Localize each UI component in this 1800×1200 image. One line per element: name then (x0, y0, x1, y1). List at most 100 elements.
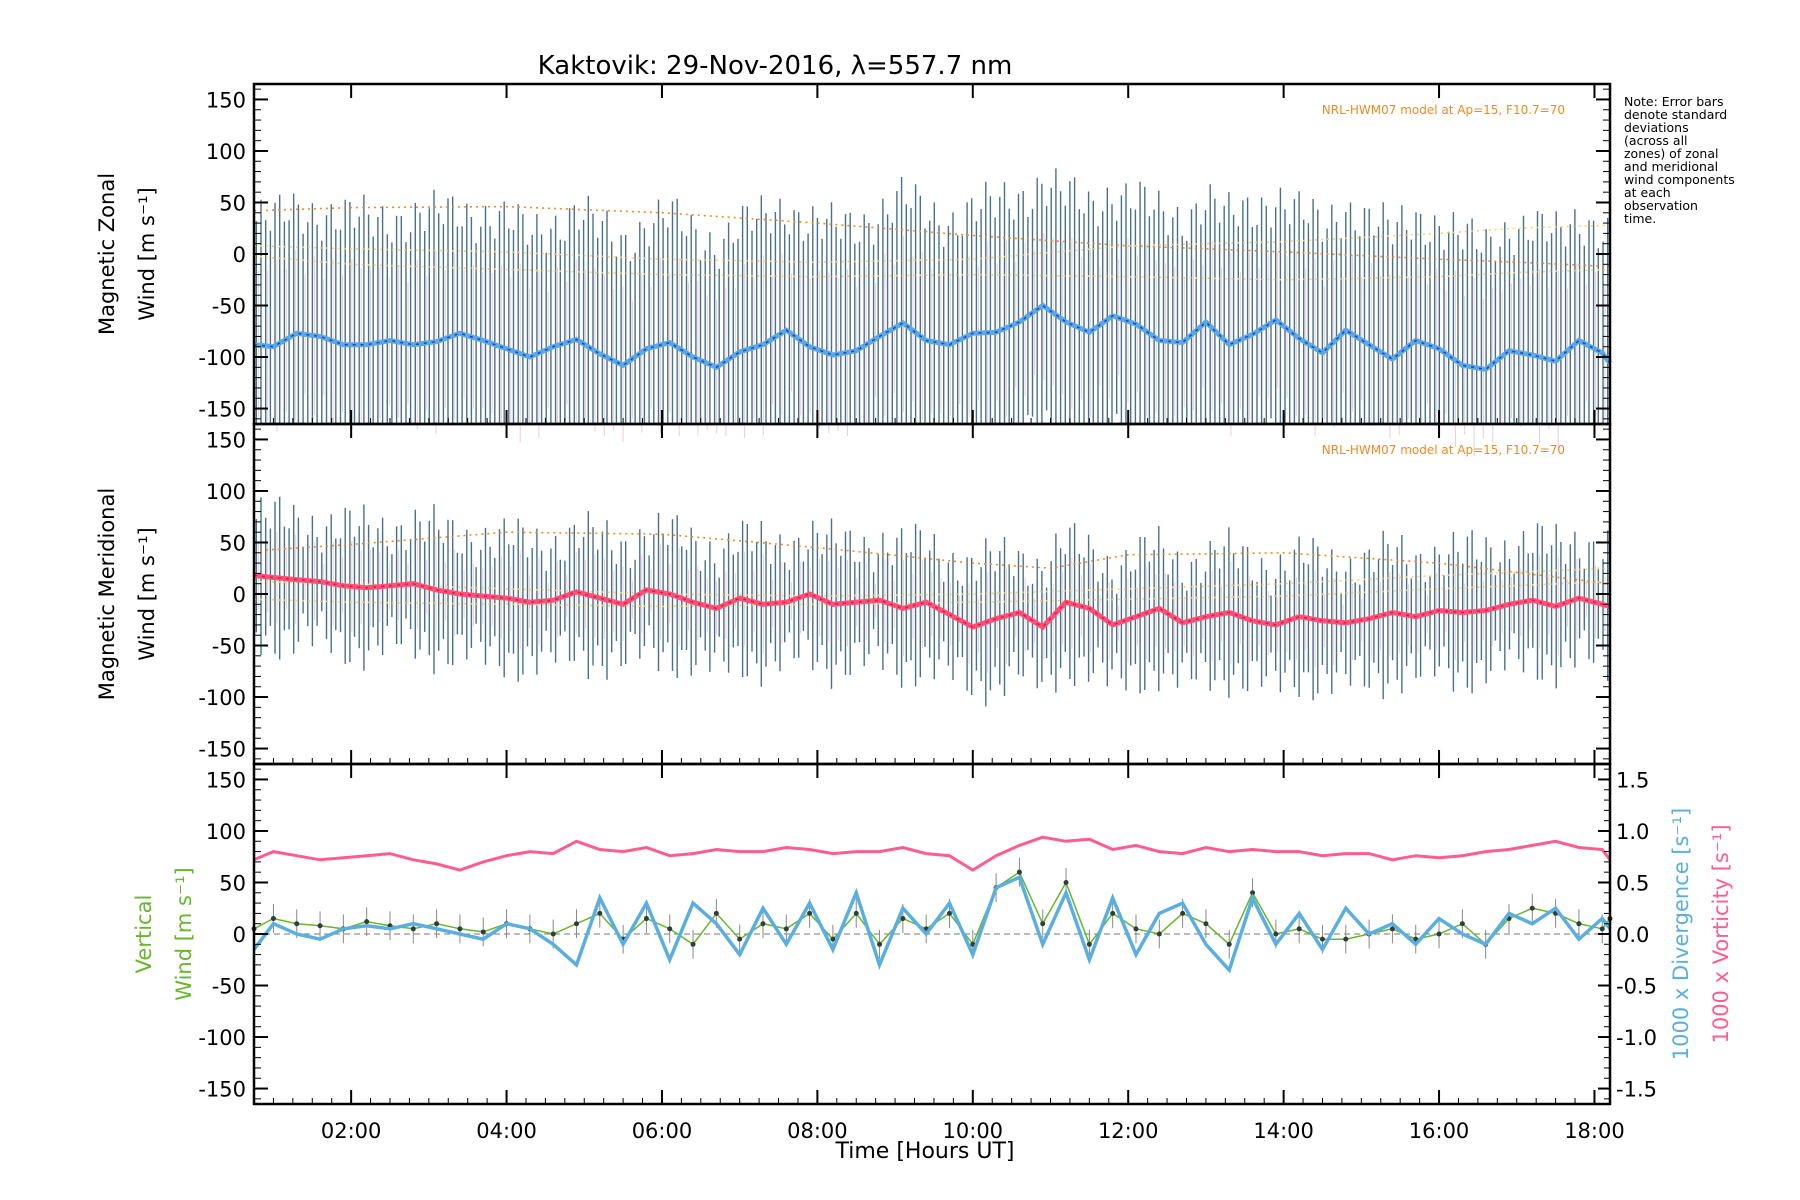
y-tick-label: -50 (212, 295, 246, 319)
note-line: at each (1624, 185, 1671, 200)
y-tick-label: 100 (206, 140, 246, 164)
panel-zonal: NRL-HWM07 model at Ap=15, F10.7=70 150 100… (95, 82, 1612, 457)
vertical-wind-point (550, 931, 556, 937)
y-tick-label: 150 (206, 428, 246, 452)
vertical-wind-point (946, 910, 952, 916)
x-tick-label: 10:00 (943, 1119, 1004, 1143)
y-tick-label: -150 (198, 1078, 246, 1102)
vertical-wind-point (713, 910, 719, 916)
divergence-axis-label: 1000 x Divergence [s⁻¹] (1669, 808, 1693, 1060)
note-line: time. (1624, 211, 1656, 226)
vertical-wind-point (573, 921, 579, 927)
y-axis-vertical: 150 100 50 0 -50 -100 -150 (198, 768, 268, 1102)
vertical-wind-point (737, 936, 743, 942)
x-tick-label: 12:00 (1098, 1119, 1159, 1143)
vertical-wind-point (1086, 941, 1092, 947)
model-curve (253, 205, 1611, 268)
vertical-wind-point (1319, 936, 1325, 942)
x-tick-label: 14:00 (1253, 1119, 1314, 1143)
vertical-wind-point (480, 929, 486, 935)
vertical-wind-point (1110, 910, 1116, 916)
vertical-wind-point (1436, 931, 1442, 937)
model-curve (253, 580, 1611, 608)
vertical-wind-point (877, 941, 883, 947)
panel-vertical: 1.5 1.0 0.5 0.0 -0.5 -1.0 -1.5 1000 x Divergenc… (132, 762, 1733, 1106)
note-line: Note: Error bars (1624, 94, 1723, 109)
vertical-wind-point (597, 910, 603, 916)
error-bars-meridional (255, 496, 1609, 707)
vertical-wind-point (1250, 890, 1256, 896)
right-tick-label: 1.5 (1616, 768, 1649, 792)
right-axis: 1.5 1.0 0.5 0.0 -0.5 -1.0 -1.5 1000 x Divergenc… (1598, 768, 1733, 1102)
vertical-wind-point (1203, 921, 1209, 927)
right-tick-label: 0.5 (1616, 871, 1649, 895)
y-tick-label: -50 (212, 975, 246, 999)
vertical-wind-point (1529, 905, 1535, 911)
y-tick-label: 100 (206, 820, 246, 844)
vertical-wind-point (690, 941, 696, 947)
note-line: and meridional (1624, 159, 1718, 174)
x-tick-label: 08:00 (787, 1119, 848, 1143)
vertical-wind-point (1180, 910, 1186, 916)
x-tick-label: 04:00 (476, 1119, 537, 1143)
x-tick-labels: 02:00 04:00 06:00 08:00 10:00 12:00 14:00 16:00… (321, 1119, 1625, 1143)
vertical-wind-point (970, 941, 976, 947)
vertical-wind-point (643, 916, 649, 922)
vertical-wind-point (1226, 941, 1232, 947)
y-tick-label: -100 (198, 686, 246, 710)
note-line: denote standard (1624, 107, 1727, 122)
vertical-wind-point (1459, 921, 1465, 927)
y-axis-label-line1: Vertical (132, 895, 156, 974)
mean-wind-line-core (253, 574, 1611, 628)
error-bars-zonal (255, 168, 1609, 457)
model-curve (253, 224, 1611, 264)
vertical-wind-point (900, 916, 906, 922)
vertical-wind-point (364, 919, 370, 925)
y-axis-label-line1: Magnetic Zonal (95, 173, 119, 335)
vertical-wind-point (1296, 926, 1302, 932)
vertical-wind-point (434, 921, 440, 927)
y-axis-label-line1: Magnetic Meridional (95, 488, 119, 700)
vertical-error-bars (253, 857, 1611, 959)
panel-frame (252, 762, 1612, 1106)
model-label: NRL-HWM07 model at Ap=15, F10.7=70 (1322, 103, 1565, 117)
y-tick-label: 50 (219, 871, 246, 895)
note-line: (across all (1624, 133, 1688, 148)
mean-wind-line-core (253, 304, 1611, 371)
vertical-wind-point (1063, 879, 1069, 885)
vertical-wind-point (410, 926, 416, 932)
vertical-wind-point (317, 923, 323, 929)
y-tick-label: 150 (206, 768, 246, 792)
vertical-wind-point (1343, 936, 1349, 942)
vertical-wind-point (667, 926, 673, 932)
note-line: zones) of zonal (1624, 146, 1718, 161)
y-tick-label: -50 (212, 635, 246, 659)
y-tick-label: 100 (206, 480, 246, 504)
divergence-line (252, 874, 1612, 974)
vertical-wind-point (853, 910, 859, 916)
x-tick-label: 02:00 (321, 1119, 382, 1143)
vertical-wind-point (760, 921, 766, 927)
vertical-wind-point (270, 916, 276, 922)
y-axis-label-line2: Wind [m s⁻¹] (172, 867, 196, 1000)
vertical-wind-point (1599, 926, 1605, 932)
vertical-wind-point (1389, 926, 1395, 932)
vertical-wind-point (783, 926, 789, 932)
note-line: observation (1624, 198, 1698, 213)
y-tick-label: 0 (233, 583, 246, 607)
note-line: deviations (1624, 120, 1689, 135)
vertical-wind-point (807, 910, 813, 916)
model-curve (253, 531, 1611, 585)
vertical-wind-point (1016, 869, 1022, 875)
right-tick-label: 0.0 (1616, 923, 1649, 947)
vertical-wind-point (1576, 921, 1582, 927)
y-tick-label: -150 (198, 398, 246, 422)
right-tick-label: 1.0 (1616, 820, 1649, 844)
y-tick-label: 50 (219, 531, 246, 555)
y-tick-label: 150 (206, 88, 246, 112)
y-tick-label: -100 (198, 1026, 246, 1050)
panel-meridional: NRL-HWM07 model at Ap=15, F10.7=70 150 100… (95, 422, 1612, 766)
panels: NRL-HWM07 model at Ap=15, F10.7=70 150 100… (95, 82, 1733, 1143)
